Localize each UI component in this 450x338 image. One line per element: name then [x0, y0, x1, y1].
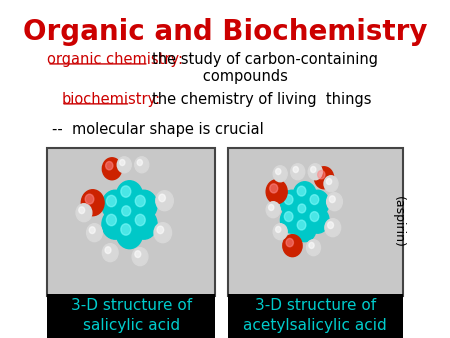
Circle shape — [315, 167, 333, 189]
Circle shape — [86, 224, 102, 242]
Circle shape — [131, 209, 157, 239]
Circle shape — [329, 196, 335, 202]
Circle shape — [85, 194, 94, 204]
Text: (aspirin): (aspirin) — [392, 196, 405, 248]
Circle shape — [327, 193, 342, 211]
Circle shape — [135, 157, 149, 173]
Text: the study of carbon-containing
           compounds: the study of carbon-containing compounds — [152, 52, 378, 84]
Circle shape — [106, 162, 113, 170]
Circle shape — [310, 212, 319, 221]
Circle shape — [326, 178, 332, 185]
Circle shape — [275, 226, 281, 233]
Circle shape — [283, 235, 302, 257]
Text: Organic and Biochemistry: Organic and Biochemistry — [23, 18, 427, 46]
Circle shape — [154, 223, 171, 243]
Circle shape — [270, 184, 278, 193]
Circle shape — [118, 201, 141, 228]
Circle shape — [135, 195, 145, 207]
Circle shape — [159, 194, 166, 202]
Circle shape — [121, 186, 131, 197]
Circle shape — [266, 202, 280, 218]
Circle shape — [286, 238, 293, 247]
Circle shape — [297, 220, 306, 230]
Circle shape — [81, 190, 104, 216]
FancyBboxPatch shape — [228, 294, 403, 338]
Circle shape — [293, 167, 298, 173]
FancyBboxPatch shape — [228, 148, 403, 296]
Text: the chemistry of living  things: the chemistry of living things — [152, 92, 372, 107]
Circle shape — [298, 204, 306, 213]
Circle shape — [121, 224, 131, 235]
Circle shape — [120, 160, 125, 166]
Circle shape — [106, 195, 117, 207]
Circle shape — [297, 186, 306, 196]
Circle shape — [102, 209, 128, 239]
Text: 3-D structure of
salicylic acid: 3-D structure of salicylic acid — [71, 298, 192, 333]
Circle shape — [102, 244, 118, 262]
Circle shape — [269, 204, 274, 211]
Circle shape — [117, 181, 143, 211]
FancyBboxPatch shape — [47, 294, 216, 338]
Text: organic chemistry:: organic chemistry: — [47, 52, 183, 67]
Circle shape — [76, 204, 92, 222]
Circle shape — [280, 190, 303, 216]
Circle shape — [293, 182, 316, 208]
Circle shape — [122, 206, 130, 216]
Circle shape — [306, 207, 329, 233]
Circle shape — [325, 219, 341, 237]
Circle shape — [294, 200, 315, 223]
Circle shape — [280, 207, 303, 233]
Circle shape — [117, 157, 131, 173]
Circle shape — [79, 207, 85, 214]
Circle shape — [310, 167, 316, 173]
Text: --  molecular shape is crucial: -- molecular shape is crucial — [52, 122, 264, 137]
Circle shape — [309, 242, 314, 248]
Circle shape — [328, 222, 333, 228]
Circle shape — [137, 160, 143, 166]
Circle shape — [306, 190, 329, 216]
Text: 3-D structure of
acetylsalicylic acid: 3-D structure of acetylsalicylic acid — [243, 298, 387, 333]
Circle shape — [291, 164, 305, 180]
Circle shape — [135, 251, 141, 258]
Circle shape — [117, 219, 143, 249]
Circle shape — [106, 214, 117, 226]
Circle shape — [318, 170, 325, 179]
Text: biochemistry:: biochemistry: — [61, 92, 160, 107]
Circle shape — [310, 195, 319, 204]
Circle shape — [135, 214, 145, 226]
Circle shape — [284, 195, 293, 204]
Circle shape — [273, 166, 287, 182]
Circle shape — [156, 191, 173, 211]
Circle shape — [266, 180, 287, 204]
Circle shape — [89, 227, 95, 234]
Circle shape — [284, 212, 293, 221]
Circle shape — [293, 216, 316, 242]
Circle shape — [157, 226, 164, 234]
Circle shape — [306, 240, 320, 256]
Circle shape — [102, 158, 122, 180]
Circle shape — [102, 190, 128, 220]
Circle shape — [324, 176, 338, 192]
Circle shape — [308, 164, 322, 180]
Circle shape — [132, 248, 148, 266]
Circle shape — [131, 190, 157, 220]
Circle shape — [273, 224, 287, 240]
Circle shape — [275, 168, 281, 174]
Circle shape — [105, 247, 111, 254]
FancyBboxPatch shape — [47, 148, 216, 296]
